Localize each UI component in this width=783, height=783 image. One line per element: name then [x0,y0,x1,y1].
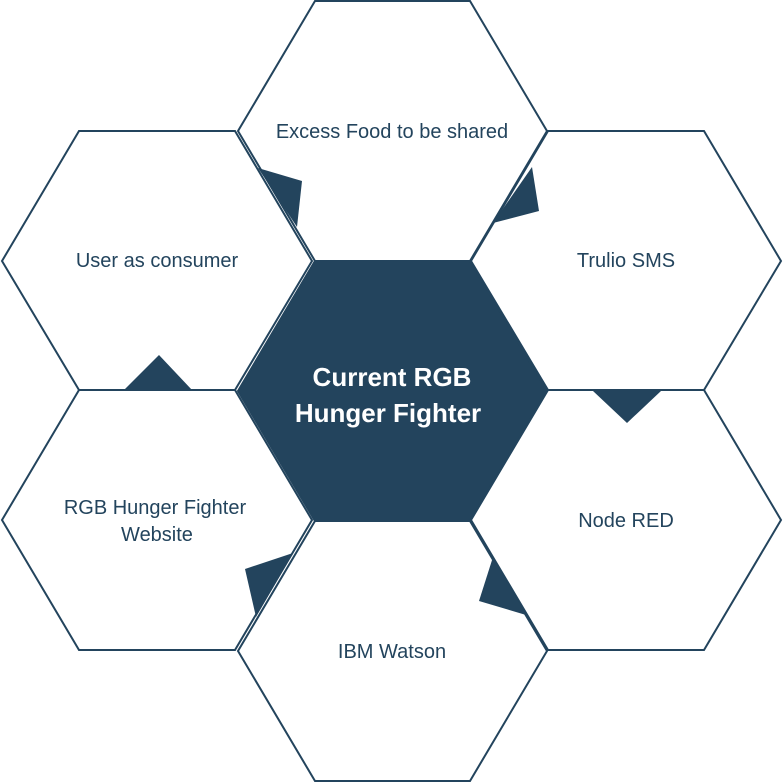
arrow-lower-left-to-upper-left [124,355,192,390]
hex-upper-left-label: User as consumer [76,250,239,272]
hex-upper-left-shape [0,130,314,391]
hex-lower-right-label: Node RED [578,510,674,532]
hex-lower-left-label-line1: RGB Hunger Fighter [64,497,247,519]
arrow-upper-left-to-top [258,168,302,227]
hex-center-label-line1: Current RGB [313,362,472,392]
hex-upper-left: User as consumer [0,130,314,391]
arrow-upper-right-to-lower-right [593,391,661,423]
hex-bottom-label: IBM Watson [338,641,446,663]
arrow-top-to-upper-right [493,167,539,223]
arrow-lower-right-to-bottom [479,557,526,615]
hex-lower-left: RGB Hunger Fighter Website [0,389,314,651]
hex-top-label: Excess Food to be shared [276,121,508,143]
hex-center-label-line2: Hunger Fighter [295,398,481,428]
hex-lower-left-label-line2: Website [121,524,193,546]
hex-upper-right-label: Trulio SMS [577,250,675,272]
arrow-bottom-to-lower-left [245,553,293,617]
hex-center: Current RGB Hunger Fighter [236,260,549,522]
hex-center-shape [236,260,549,522]
